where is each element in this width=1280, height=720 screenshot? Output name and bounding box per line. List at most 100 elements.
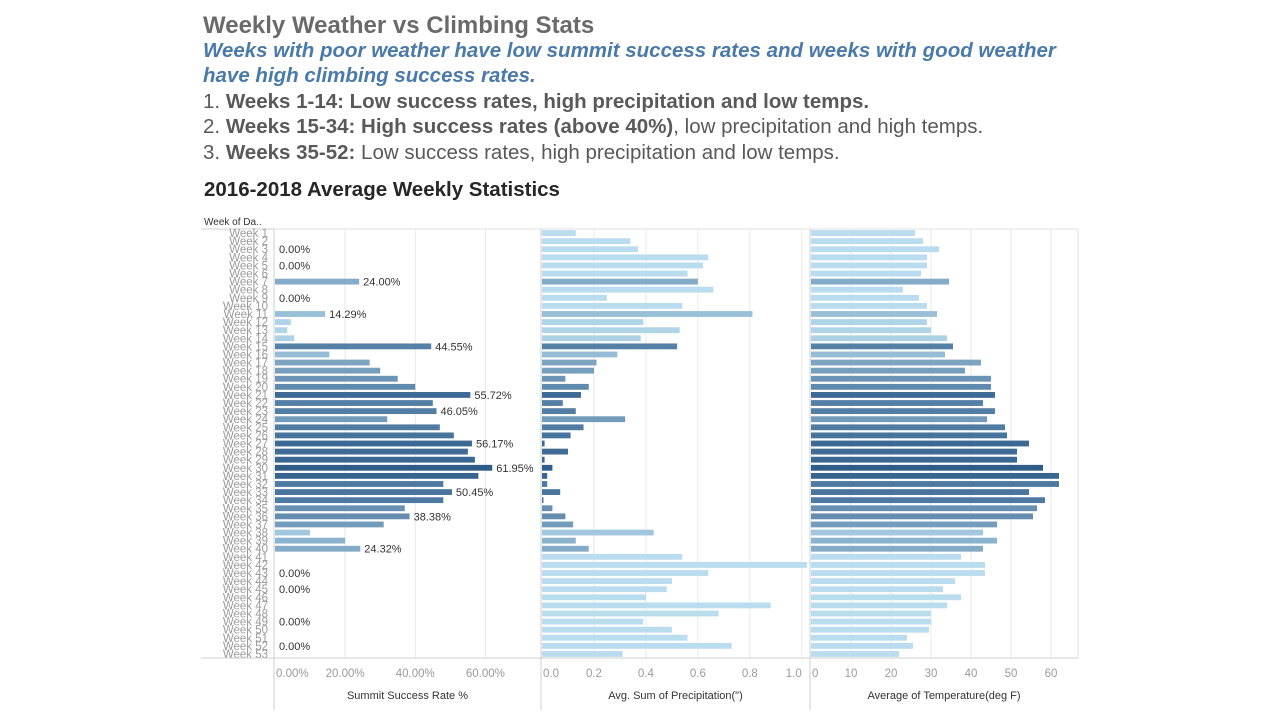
data-bar [811,602,947,609]
data-bar [275,472,479,479]
week-label: Week 18 [223,366,268,378]
page-subtitle: Weeks with poor weather have low summit … [203,39,1056,87]
week-label: Week 41 [223,552,268,564]
data-bar [542,278,698,285]
data-bar [811,367,965,374]
week-label: Week 45 [223,584,268,596]
data-bar [275,408,437,415]
data-bar [542,586,667,593]
data-bar [811,553,961,560]
data-bar [275,489,452,495]
data-bar [542,537,576,544]
data-bar [275,319,291,325]
data-bar [811,400,983,406]
data-bar [542,578,672,585]
data-bar [811,456,1017,463]
data-bar [811,626,929,633]
week-label: Week 42 [223,560,268,572]
data-bar [275,359,370,366]
data-bar [275,497,444,504]
week-label: Week 46 [223,592,268,604]
data-bar [542,432,571,439]
week-label: Week 11 [224,309,268,321]
data-bar [275,383,416,390]
week-label: Week 14 [223,333,269,345]
data-label: 55.72% [474,390,512,402]
data-bar [811,570,985,576]
data-label: 56.17% [476,439,514,451]
insight-point-2: 2. Weeks 15-34: High success rates (abov… [203,115,983,139]
data-bar [811,440,1029,447]
data-label: 0.00% [279,244,310,256]
x-tick-label: 0.0 [543,668,559,680]
insight-point-1: 1. Weeks 1-14: Low success rates, high p… [203,90,869,114]
data-bar [275,400,433,406]
row-header-label: Week of Da.. [204,217,262,228]
week-label: Week 1 [229,228,268,240]
data-bar [811,278,949,285]
data-bar [542,456,545,463]
data-bar [542,311,753,317]
data-bar [542,416,626,423]
data-label: 46.05% [440,406,478,418]
data-bar [542,545,589,552]
insight-number: 2. [203,115,221,138]
x-tick-label: 0.6 [690,668,706,680]
data-bar [275,327,288,334]
week-label: Week 49 [223,617,268,629]
week-label: Week 22 [223,398,268,410]
data-bar [542,286,714,293]
data-bar [275,432,454,439]
week-label: Week 17 [223,358,268,370]
data-bar [811,327,931,334]
data-label: 24.00% [363,277,401,289]
week-label: Week 9 [229,293,268,305]
data-bar [542,367,594,374]
data-bar [275,424,440,431]
data-label: 24.32% [364,544,402,556]
data-bar [542,642,732,649]
data-bar [542,505,553,512]
week-label: Week 15 [223,341,268,353]
data-bar [275,311,326,317]
week-label: Week 40 [223,544,268,556]
data-bar [542,375,566,382]
data-bar [811,424,1005,431]
data-bar [275,367,381,374]
week-label: Week 37 [223,519,268,531]
data-bar [811,351,945,358]
data-bar [811,294,919,301]
data-label: 0.00% [279,617,310,629]
week-label: Week 52 [223,641,268,653]
data-bar [542,626,672,633]
week-label: Week 3 [229,244,268,256]
x-tick-label: 30 [925,668,938,680]
data-bar [542,594,646,601]
data-bar [811,246,939,253]
x-axis-title: Average of Temperature(deg F) [867,690,1020,702]
week-label: Week 19 [223,374,268,386]
x-tick-label: 0.8 [742,668,758,680]
data-bar [811,521,997,528]
data-bar [811,319,927,325]
data-bar [542,472,548,479]
data-bar [811,472,1059,479]
data-bar [811,489,1029,495]
x-tick-label: 0.4 [638,668,655,680]
page-title: Weekly Weather vs Climbing Stats [203,12,595,39]
week-label: Week 32 [223,479,268,491]
data-bar [275,481,444,487]
week-label: Week 27 [223,439,268,451]
data-bar [542,343,678,350]
data-bar [542,351,618,358]
data-bar [275,392,471,398]
data-bar [811,594,961,601]
data-bar [542,400,563,406]
data-bar [542,294,607,301]
data-bar [542,521,574,528]
data-bar [811,359,981,366]
data-bar [275,335,295,342]
data-bar [542,464,553,471]
x-tick-label: 60.00% [466,668,505,680]
